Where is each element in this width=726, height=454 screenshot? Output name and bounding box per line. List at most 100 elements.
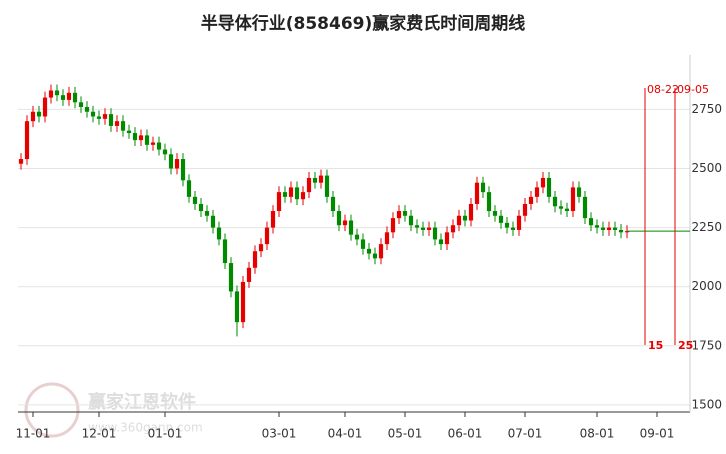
candle-body bbox=[612, 227, 618, 230]
candle-body bbox=[384, 232, 390, 245]
x-tick-label: 11-01 bbox=[16, 427, 51, 441]
candle-body bbox=[42, 97, 48, 117]
candle-body bbox=[516, 215, 522, 230]
candle-body bbox=[318, 175, 324, 183]
y-tick-label: 1750 bbox=[691, 338, 722, 352]
event-date: 09-05 bbox=[677, 83, 709, 96]
candle-body bbox=[48, 90, 54, 98]
candle-body bbox=[276, 192, 282, 212]
x-tick-label: 05-01 bbox=[388, 427, 423, 441]
candle-body bbox=[588, 218, 594, 226]
candle-body bbox=[480, 182, 486, 193]
x-tick-label: 08-01 bbox=[580, 427, 615, 441]
candle-body bbox=[462, 215, 468, 221]
candle-body bbox=[300, 192, 306, 200]
candle-body bbox=[408, 215, 414, 226]
candle-body bbox=[138, 135, 144, 141]
candle-body bbox=[258, 244, 264, 252]
y-tick-label: 2500 bbox=[691, 161, 722, 175]
candle-body bbox=[84, 107, 90, 112]
candle-body bbox=[606, 227, 612, 230]
candle-body bbox=[534, 187, 540, 197]
candle-body bbox=[366, 248, 372, 254]
candle-body bbox=[132, 133, 138, 141]
candle-body bbox=[504, 222, 510, 228]
candle-body bbox=[474, 182, 480, 204]
candle-body bbox=[222, 239, 228, 264]
candle-body bbox=[468, 203, 474, 221]
candle-body bbox=[576, 187, 582, 197]
event-date: 08-22 bbox=[647, 83, 679, 96]
candle-body bbox=[72, 92, 78, 103]
candle-body bbox=[114, 121, 120, 126]
candle-body bbox=[180, 159, 186, 181]
x-tick-label: 09-01 bbox=[640, 427, 675, 441]
y-tick-label: 2250 bbox=[691, 220, 722, 234]
candle-body bbox=[306, 177, 312, 193]
candle-body bbox=[390, 218, 396, 233]
candle-body bbox=[264, 227, 270, 245]
candle-body bbox=[432, 227, 438, 240]
candle-body bbox=[486, 192, 492, 212]
candle-body bbox=[402, 211, 408, 216]
candle-body bbox=[192, 196, 198, 204]
candle-body bbox=[414, 225, 420, 228]
candle-body bbox=[492, 211, 498, 216]
candle-body bbox=[600, 227, 606, 230]
candle-body bbox=[282, 192, 288, 197]
candle-body bbox=[546, 177, 552, 197]
candle-body bbox=[168, 154, 174, 169]
candle-body bbox=[204, 211, 210, 216]
candle-body bbox=[234, 291, 240, 323]
candle-body bbox=[618, 229, 624, 233]
candle-body bbox=[372, 253, 378, 259]
candle-body bbox=[162, 149, 168, 155]
candle-body bbox=[18, 159, 24, 164]
x-tick-label: 12-01 bbox=[82, 427, 117, 441]
candle-body bbox=[528, 196, 534, 204]
candle-body bbox=[450, 225, 456, 233]
y-tick-label: 2000 bbox=[691, 279, 722, 293]
watermark-logo bbox=[24, 382, 80, 438]
candle-body bbox=[60, 95, 66, 100]
candle-body bbox=[36, 111, 42, 117]
candle-body bbox=[246, 267, 252, 282]
candle-body bbox=[150, 142, 156, 145]
candle-body bbox=[360, 239, 366, 249]
candle-body bbox=[582, 196, 588, 219]
candle-body bbox=[78, 102, 84, 108]
candle-body bbox=[426, 227, 432, 230]
candle-body bbox=[288, 187, 294, 197]
candle-body bbox=[120, 121, 126, 131]
candle-body bbox=[444, 232, 450, 245]
candle-body bbox=[216, 227, 222, 240]
x-tick-label: 03-01 bbox=[262, 427, 297, 441]
candle-body bbox=[522, 203, 528, 216]
candle-body bbox=[510, 227, 516, 230]
candle-body bbox=[564, 208, 570, 212]
candle-body bbox=[270, 211, 276, 228]
candle-body bbox=[96, 116, 102, 119]
candle-body bbox=[348, 220, 354, 235]
candle-body bbox=[336, 211, 342, 226]
candle-body bbox=[540, 177, 546, 188]
candle-body bbox=[438, 239, 444, 245]
candle-body bbox=[198, 203, 204, 212]
candle-body bbox=[54, 90, 60, 96]
candle-body bbox=[324, 175, 330, 197]
candle-body bbox=[312, 177, 318, 183]
candle-body bbox=[330, 196, 336, 212]
candle-body bbox=[456, 215, 462, 226]
event-count: 15 bbox=[648, 339, 663, 352]
candle-body bbox=[354, 234, 360, 240]
candle-body bbox=[342, 220, 348, 226]
candle-body bbox=[30, 111, 36, 122]
event-count: 25 bbox=[678, 339, 693, 352]
candle-body bbox=[108, 114, 114, 126]
watermark-url: www.360gann.com bbox=[88, 421, 203, 435]
candle-body bbox=[102, 114, 108, 119]
candle-body bbox=[66, 92, 72, 100]
candle-body bbox=[228, 263, 234, 292]
candle-body bbox=[186, 180, 192, 197]
